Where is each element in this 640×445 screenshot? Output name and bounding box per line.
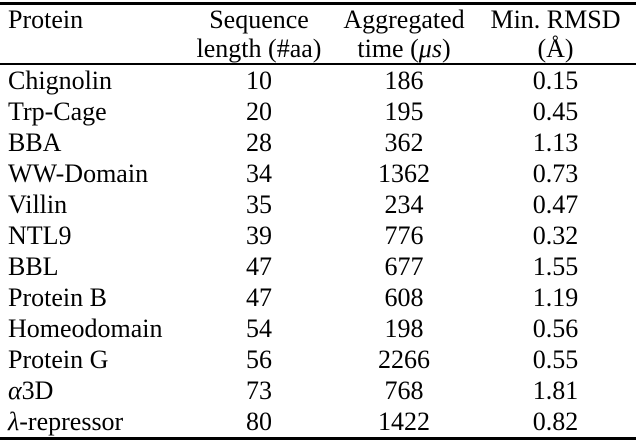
- text-segment: 3D: [21, 376, 54, 405]
- italic-text-segment: μs: [418, 34, 442, 63]
- cell-protein: Villin: [0, 189, 185, 220]
- cell-min_rmsd: 0.45: [532, 97, 579, 126]
- table-row: BBL 47 677 1.55: [0, 251, 636, 282]
- column-header-agg_time: Aggregated time (μs): [333, 3, 475, 65]
- cell-protein: NTL9: [0, 220, 185, 251]
- text-segment: Villin: [8, 190, 68, 219]
- cell-agg_time: 776: [384, 221, 424, 250]
- cell-min_rmsd: 0.73: [532, 159, 579, 188]
- table-row: WW-Domain 34 1362 0.73: [0, 158, 636, 189]
- cell-seq_length: 28: [246, 128, 272, 157]
- column-header-line: (Å): [475, 34, 636, 63]
- cell-seq_length: 54: [246, 314, 272, 343]
- text-segment: Protein G: [8, 345, 109, 374]
- cell-seq_length: 73: [246, 376, 272, 405]
- text-segment: Aggregated: [343, 5, 465, 34]
- cell-agg_time: 186: [384, 66, 424, 95]
- cell-protein: Chignolin: [0, 64, 185, 96]
- cell-min_rmsd: 1.55: [532, 252, 579, 281]
- column-header-line: length (#aa): [185, 34, 333, 63]
- cell-agg_time: 362: [384, 128, 424, 157]
- text-segment: BBA: [8, 128, 62, 157]
- cell-seq_length: 35: [246, 190, 272, 219]
- text-segment: Chignolin: [8, 66, 113, 95]
- cell-min_rmsd: 1.13: [532, 128, 579, 157]
- text-segment: Protein: [8, 5, 84, 34]
- cell-protein: WW-Domain: [0, 158, 185, 189]
- cell-agg_time: 198: [384, 314, 424, 343]
- cell-agg_time: 677: [384, 252, 424, 281]
- text-segment: WW-Domain: [8, 159, 149, 188]
- cell-seq_length: 80: [246, 407, 272, 436]
- cell-min_rmsd: 0.15: [532, 66, 579, 95]
- cell-protein: Protein B: [0, 282, 185, 313]
- cell-seq_length: 56: [246, 345, 272, 374]
- cell-agg_time: 195: [384, 97, 424, 126]
- cell-protein: λ-repressor: [0, 406, 185, 439]
- table-row: Protein B 47 608 1.19: [0, 282, 636, 313]
- text-segment: Sequence: [209, 5, 309, 34]
- table-row: NTL9 39 776 0.32: [0, 220, 636, 251]
- text-segment: -repressor: [19, 407, 124, 436]
- cell-min_rmsd: 0.56: [532, 314, 579, 343]
- cell-seq_length: 34: [246, 159, 272, 188]
- table-row: Homeodomain 54 198 0.56: [0, 313, 636, 344]
- cell-agg_time: 768: [384, 376, 424, 405]
- column-header-seq_length: Sequence length (#aa): [185, 3, 333, 65]
- text-segment: ): [441, 34, 451, 63]
- header-row: Protein Sequence length (#aa) Aggregated tim…: [0, 3, 636, 65]
- table-row: Protein G 56 2266 0.55: [0, 344, 636, 375]
- cell-protein: α3D: [0, 375, 185, 406]
- table-row: λ-repressor 80 1422 0.82: [0, 406, 636, 439]
- cell-agg_time: 1362: [378, 159, 430, 188]
- column-header-line: Protein: [8, 5, 185, 34]
- italic-text-segment: α: [8, 376, 22, 405]
- text-segment: (Å): [537, 34, 574, 63]
- cell-agg_time: 2266: [378, 345, 430, 374]
- cell-agg_time: 1422: [378, 407, 430, 436]
- italic-text-segment: λ: [8, 407, 20, 436]
- cell-seq_length: 47: [246, 252, 272, 281]
- column-header-line: time (μs): [333, 34, 475, 63]
- cell-min_rmsd: 0.47: [532, 190, 579, 219]
- cell-min_rmsd: 0.82: [532, 407, 579, 436]
- cell-seq_length: 47: [246, 283, 272, 312]
- text-segment: time (: [357, 34, 419, 63]
- text-segment: Protein B: [8, 283, 107, 312]
- table-header: Protein Sequence length (#aa) Aggregated tim…: [0, 3, 636, 65]
- text-segment: NTL9: [8, 221, 72, 250]
- column-header-line: Min. RMSD: [475, 5, 636, 34]
- cell-protein: Protein G: [0, 344, 185, 375]
- cell-seq_length: 39: [246, 221, 272, 250]
- cell-protein: BBA: [0, 127, 185, 158]
- cell-protein: Trp-Cage: [0, 96, 185, 127]
- text-segment: BBL: [8, 252, 59, 281]
- text-segment: length (#aa): [196, 34, 322, 63]
- cell-min_rmsd: 0.55: [532, 345, 579, 374]
- table-row: BBA 28 362 1.13: [0, 127, 636, 158]
- column-header-protein: Protein: [0, 3, 185, 65]
- text-segment: Homeodomain: [8, 314, 163, 343]
- column-header-min_rmsd: Min. RMSD (Å): [475, 3, 636, 65]
- protein-benchmark-table: Protein Sequence length (#aa) Aggregated tim…: [0, 2, 636, 440]
- column-header-line: Aggregated: [333, 5, 475, 34]
- cell-min_rmsd: 0.32: [532, 221, 579, 250]
- text-segment: Min. RMSD: [490, 5, 621, 34]
- cell-agg_time: 608: [384, 283, 424, 312]
- cell-seq_length: 10: [246, 66, 272, 95]
- cell-min_rmsd: 1.81: [532, 376, 579, 405]
- cell-min_rmsd: 1.19: [532, 283, 579, 312]
- column-header-line: Sequence: [185, 5, 333, 34]
- cell-seq_length: 20: [246, 97, 272, 126]
- cell-protein: Homeodomain: [0, 313, 185, 344]
- table-row: Villin 35 234 0.47: [0, 189, 636, 220]
- table-row: α3D 73 768 1.81: [0, 375, 636, 406]
- cell-agg_time: 234: [384, 190, 424, 219]
- table-row: Chignolin 10 186 0.15: [0, 64, 636, 96]
- cell-protein: BBL: [0, 251, 185, 282]
- text-segment: Trp-Cage: [8, 97, 107, 126]
- table-row: Trp-Cage 20 195 0.45: [0, 96, 636, 127]
- table-body: Chignolin 10 186 0.15 Trp-Cage 20 195 0.45 BBA 28…: [0, 64, 636, 439]
